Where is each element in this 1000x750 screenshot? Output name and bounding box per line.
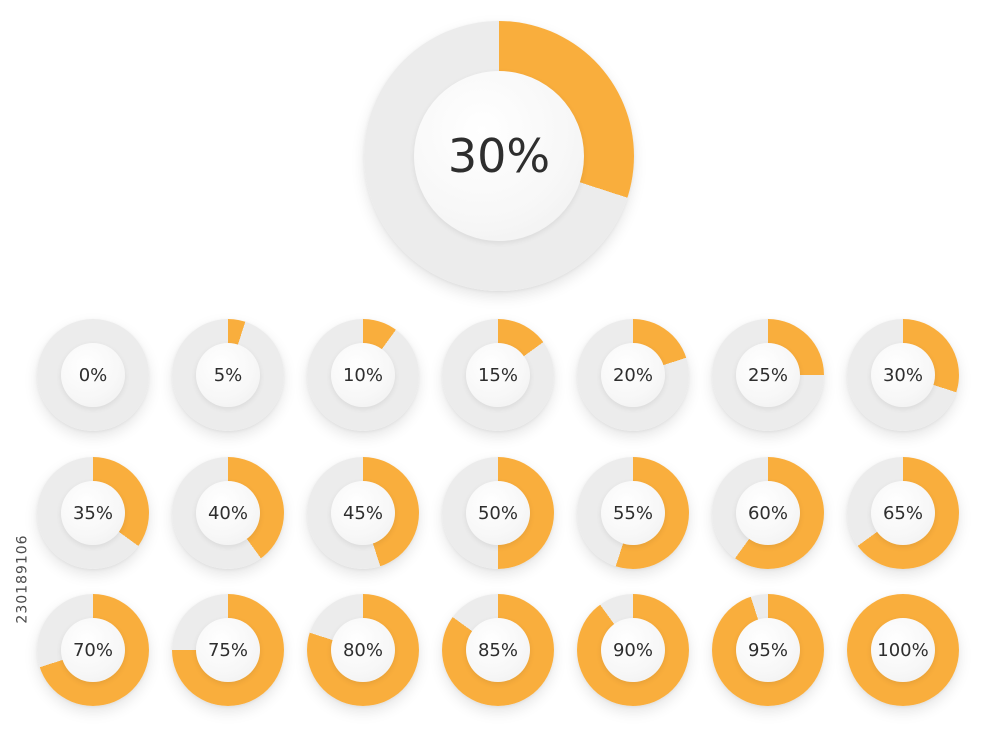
progress-ring: 95% <box>712 594 824 706</box>
stock-id-text: 230189106 <box>15 534 32 624</box>
progress-ring-label: 15% <box>477 364 518 386</box>
progress-ring: 45% <box>307 457 419 569</box>
progress-ring: 65% <box>847 457 959 569</box>
progress-ring: 60% <box>712 457 824 569</box>
progress-ring: 55% <box>577 457 689 569</box>
progress-ring-label: 60% <box>747 502 788 524</box>
hero-progress-ring: 30% <box>364 21 634 291</box>
progress-ring-label: 90% <box>612 639 653 661</box>
progress-ring-label: 25% <box>747 364 788 386</box>
progress-ring-center: 85% <box>466 618 530 682</box>
progress-ring-label: 40% <box>207 502 248 524</box>
progress-ring: 5% <box>172 319 284 431</box>
progress-ring-label: 100% <box>877 639 929 661</box>
progress-ring-label: 20% <box>612 364 653 386</box>
progress-ring-center: 20% <box>601 343 665 407</box>
progress-ring: 0% <box>37 319 149 431</box>
hero-percent-label: 30% <box>447 129 551 183</box>
progress-ring-center: 25% <box>736 343 800 407</box>
progress-ring: 75% <box>172 594 284 706</box>
progress-ring-label: 0% <box>78 364 108 386</box>
progress-ring: 90% <box>577 594 689 706</box>
progress-ring: 10% <box>307 319 419 431</box>
progress-ring-label: 35% <box>72 502 113 524</box>
progress-ring: 80% <box>307 594 419 706</box>
progress-ring-center: 45% <box>331 481 395 545</box>
progress-ring: 35% <box>37 457 149 569</box>
progress-ring-label: 85% <box>477 639 518 661</box>
hero-ring-center: 30% <box>414 71 584 241</box>
progress-ring-label: 80% <box>342 639 383 661</box>
progress-ring: 30% <box>847 319 959 431</box>
progress-ring-center: 30% <box>871 343 935 407</box>
progress-ring-center: 95% <box>736 618 800 682</box>
progress-ring-center: 60% <box>736 481 800 545</box>
progress-ring-center: 80% <box>331 618 395 682</box>
progress-ring-center: 15% <box>466 343 530 407</box>
progress-ring-label: 45% <box>342 502 383 524</box>
progress-ring-center: 75% <box>196 618 260 682</box>
progress-ring-label: 95% <box>747 639 788 661</box>
progress-ring-label: 10% <box>342 364 383 386</box>
progress-ring-label: 5% <box>213 364 243 386</box>
progress-ring: 20% <box>577 319 689 431</box>
progress-ring-label: 30% <box>882 364 923 386</box>
progress-ring-center: 70% <box>61 618 125 682</box>
progress-ring: 15% <box>442 319 554 431</box>
progress-ring-center: 55% <box>601 481 665 545</box>
progress-ring: 25% <box>712 319 824 431</box>
progress-ring-label: 70% <box>72 639 113 661</box>
progress-ring: 70% <box>37 594 149 706</box>
progress-ring-center: 40% <box>196 481 260 545</box>
progress-ring-label: 75% <box>207 639 248 661</box>
progress-ring-label: 65% <box>882 502 923 524</box>
progress-ring-center: 0% <box>61 343 125 407</box>
progress-ring-center: 35% <box>61 481 125 545</box>
progress-ring: 85% <box>442 594 554 706</box>
progress-ring: 50% <box>442 457 554 569</box>
progress-ring-center: 100% <box>871 618 935 682</box>
progress-ring-center: 90% <box>601 618 665 682</box>
progress-ring-center: 5% <box>196 343 260 407</box>
progress-ring: 40% <box>172 457 284 569</box>
progress-ring-center: 50% <box>466 481 530 545</box>
progress-ring-label: 55% <box>612 502 653 524</box>
progress-ring-label: 50% <box>477 502 518 524</box>
progress-ring-center: 65% <box>871 481 935 545</box>
progress-ring-center: 10% <box>331 343 395 407</box>
stock-id: 230189106 <box>6 504 40 654</box>
progress-ring: 100% <box>847 594 959 706</box>
